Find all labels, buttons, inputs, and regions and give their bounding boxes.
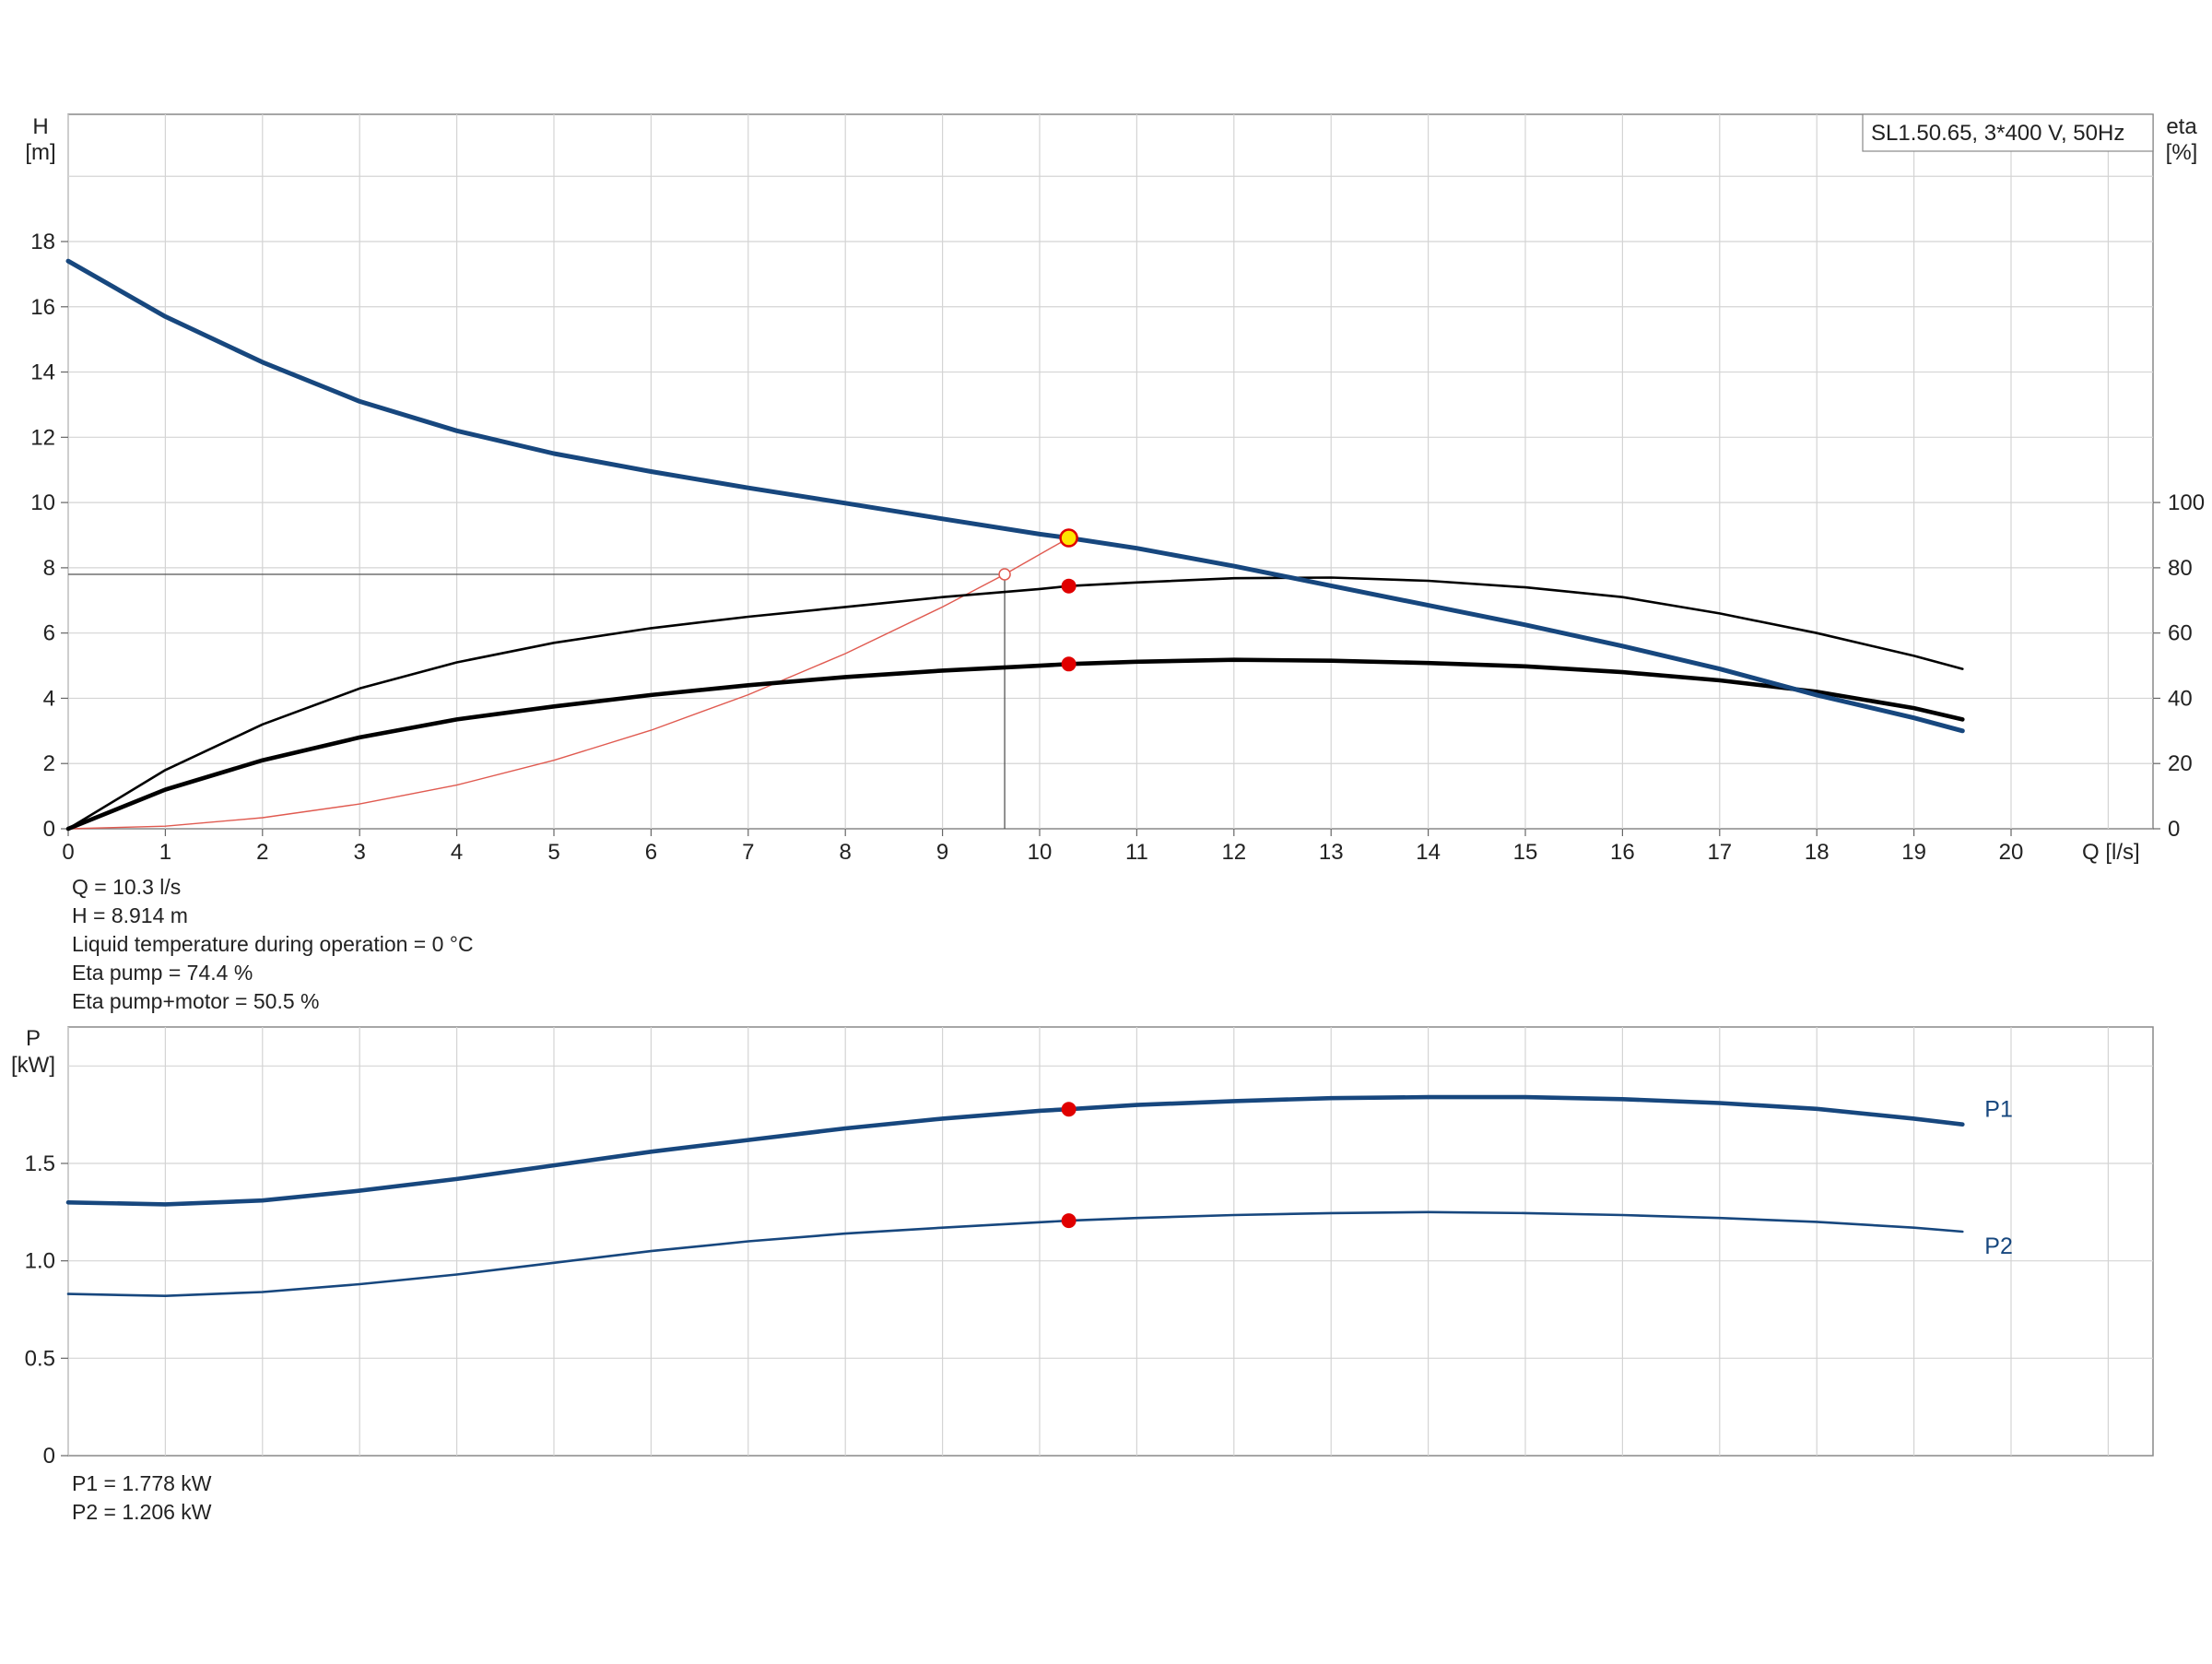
qh-y-tick-label: 10 — [30, 490, 55, 515]
power-info-line: P1 = 1.778 kW — [72, 1471, 212, 1495]
qh-x-tick-label: 19 — [1901, 840, 1926, 865]
qh-x-axis-label: Q [l/s] — [2082, 840, 2140, 865]
qh-y-tick-label: 8 — [43, 556, 55, 581]
qh-x-tick-label: 1 — [159, 840, 171, 865]
qh-y2-tick-label: 60 — [2168, 621, 2193, 646]
power-curve-p2 — [66, 1210, 1964, 1297]
qh-title-box — [1862, 113, 2154, 152]
qh-x-tick-label: 0 — [62, 840, 74, 865]
qh-system-point — [998, 568, 1011, 581]
qh-curve-eta-pump-motor — [65, 657, 1965, 832]
qh-y2-tick-label: 0 — [2168, 817, 2180, 842]
qh-x-tick-label: 3 — [354, 840, 366, 865]
qh-x-tick-label: 6 — [645, 840, 657, 865]
power-plot-area — [67, 1026, 2154, 1457]
qh-x-tick-label: 11 — [1125, 840, 1148, 865]
info-line: Liquid temperature during operation = 0 … — [72, 932, 474, 956]
qh-x-tick-label: 13 — [1319, 840, 1344, 865]
qh-y-tick-label: 16 — [30, 295, 55, 320]
qh-y2-axis-label: eta — [2166, 114, 2197, 139]
power-y-axis-label: P — [26, 1026, 41, 1051]
qh-x-tick-label: 9 — [936, 840, 948, 865]
qh-y-tick-label: 2 — [43, 751, 55, 776]
power-chart: 0 0.5 1.0 1.5 P[kW] P1 P2 — [11, 1026, 2154, 1469]
power-info-line: P2 = 1.206 kW — [72, 1500, 212, 1524]
info-line: Eta pump = 74.4 % — [72, 961, 253, 985]
qh-y-tick-label: 12 — [30, 425, 55, 450]
qh-y2-tick-label: 20 — [2168, 751, 2193, 776]
info-line: H = 8.914 m — [72, 903, 188, 927]
qh-x-tick-label: 17 — [1707, 840, 1732, 865]
power-y-tick-label: 1.0 — [25, 1249, 55, 1274]
qh-x-tick-label: 16 — [1610, 840, 1635, 865]
power-curve-p1 — [65, 1094, 1965, 1207]
qh-x-tick-label: 18 — [1805, 840, 1830, 865]
qh-chart: 0 1 2 3 4 5 6 7 8 9 10 11 12 13 14 15 16 17 18 19 20 Q [l/s]0… — [25, 113, 2205, 865]
power-y-axis-unit: [kW] — [11, 1053, 55, 1078]
power-operating-point — [1061, 1102, 1077, 1117]
qh-y-tick-label: 4 — [43, 686, 55, 711]
qh-title: SL1.50.65, 3*400 V, 50Hz — [1871, 121, 2124, 146]
qh-y2-tick-label: 40 — [2168, 686, 2193, 711]
qh-x-tick-label: 4 — [451, 840, 463, 865]
power-operating-point — [1061, 1213, 1077, 1229]
qh-y2-axis-unit: [%] — [2166, 140, 2198, 165]
qh-y-tick-label: 0 — [43, 817, 55, 842]
qh-y-tick-label: 6 — [43, 621, 55, 646]
power-y-tick-label: 0.5 — [25, 1346, 55, 1371]
info-line: Eta pump+motor = 50.5 % — [72, 989, 320, 1013]
power-series-label-p2: P2 — [1984, 1233, 2013, 1259]
qh-y2-tick-label: 100 — [2168, 490, 2205, 515]
qh-y-axis-unit: [m] — [25, 140, 55, 165]
power-y-tick-label: 1.5 — [25, 1151, 55, 1176]
qh-eta-point — [1061, 578, 1077, 594]
qh-y-axis-label: H — [32, 114, 48, 139]
qh-y-tick-label: 18 — [30, 230, 55, 254]
qh-x-tick-label: 2 — [256, 840, 268, 865]
qh-x-tick-label: 10 — [1028, 840, 1053, 865]
info-line: Q = 10.3 l/s — [72, 875, 181, 899]
qh-x-tick-label: 8 — [840, 840, 852, 865]
qh-duty-point — [1059, 528, 1078, 548]
qh-y-tick-label: 14 — [30, 360, 55, 385]
qh-x-tick-label: 12 — [1221, 840, 1246, 865]
qh-y2-tick-label: 80 — [2168, 556, 2193, 581]
qh-x-tick-label: 15 — [1513, 840, 1538, 865]
qh-curve-eta-pump — [66, 576, 1964, 831]
power-y-tick-label: 0 — [43, 1444, 55, 1469]
qh-plot-area — [67, 113, 2154, 830]
qh-x-tick-label: 5 — [547, 840, 559, 865]
qh-x-tick-label: 7 — [742, 840, 754, 865]
qh-curve-system-curve — [67, 537, 1070, 830]
qh-x-tick-label: 14 — [1416, 840, 1441, 865]
qh-curve-h-curve — [65, 258, 1965, 734]
qh-eta-point — [1061, 656, 1077, 672]
power-series-label-p1: P1 — [1984, 1097, 2013, 1123]
qh-x-tick-label: 20 — [1999, 840, 2024, 865]
